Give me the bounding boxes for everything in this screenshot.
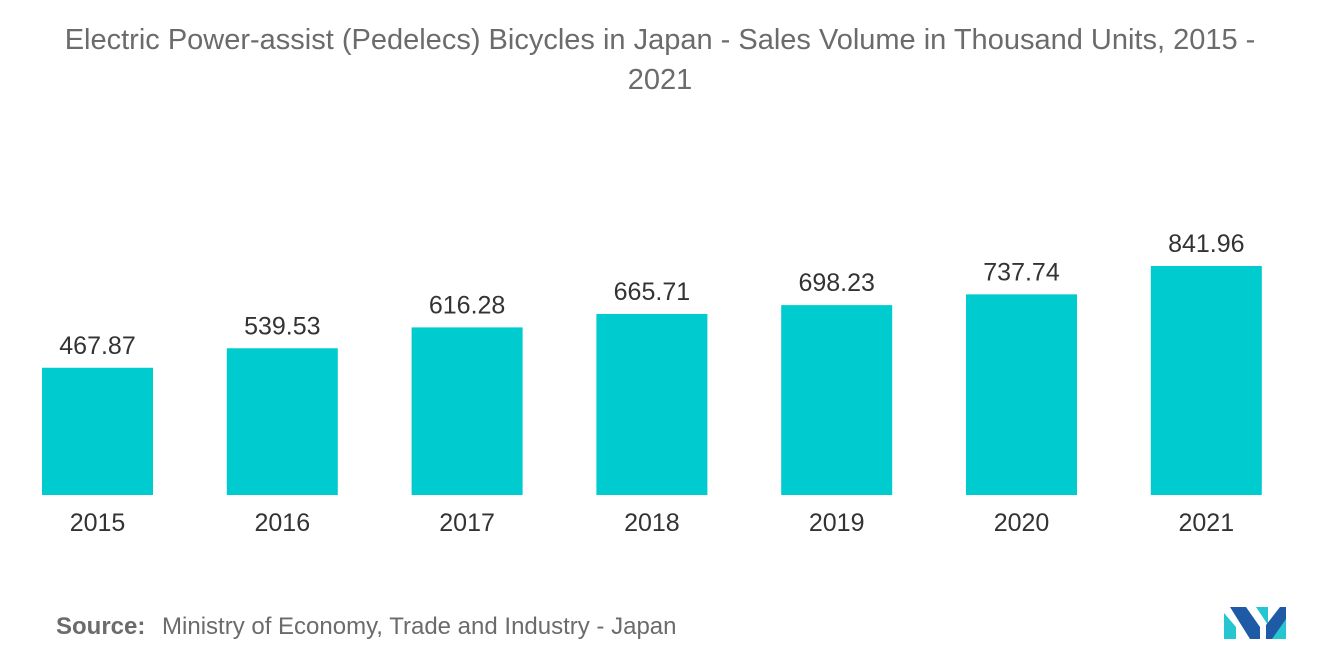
bar-2021 <box>1150 266 1262 495</box>
bar-2019 <box>781 305 893 495</box>
bar-2015 <box>42 367 153 495</box>
bar-2018 <box>596 313 708 495</box>
data-label-2020: 737.74 <box>983 258 1060 286</box>
x-tick-label-2015: 2015 <box>70 509 126 537</box>
x-tick-label-2021: 2021 <box>1178 509 1234 537</box>
x-tick-label-2019: 2019 <box>809 509 865 537</box>
source-note: Source: Ministry of Economy, Trade and I… <box>56 613 676 641</box>
data-label-2015: 467.87 <box>59 332 135 360</box>
data-label-2018: 665.71 <box>614 278 690 306</box>
x-tick-label-2017: 2017 <box>439 509 495 537</box>
bar-2017 <box>411 327 523 495</box>
x-tick-label-2018: 2018 <box>624 509 680 537</box>
chart-title: Electric Power-assist (Pedelecs) Bicycle… <box>0 20 1320 100</box>
source-text: Ministry of Economy, Trade and Industry … <box>162 613 677 640</box>
data-label-2017: 616.28 <box>429 291 505 319</box>
data-label-2016: 539.53 <box>244 312 320 340</box>
x-tick-label-2020: 2020 <box>994 509 1050 537</box>
x-tick-label-2016: 2016 <box>254 509 310 537</box>
bar-2020 <box>966 294 1077 495</box>
source-label: Source: <box>56 613 146 640</box>
bar-2016 <box>226 348 338 495</box>
chart-title-line-2: 2021 <box>627 64 693 96</box>
data-label-2021: 841.96 <box>1168 230 1244 258</box>
mordor-intelligence-logo-icon <box>1224 607 1286 639</box>
chart-title-line-1: Electric Power-assist (Pedelecs) Bicycle… <box>64 24 1256 56</box>
data-label-2019: 698.23 <box>798 269 874 297</box>
bar-chart: 467.87 2015 539.53 2016 616.28 2017 665.71 2018… <box>42 230 1262 537</box>
